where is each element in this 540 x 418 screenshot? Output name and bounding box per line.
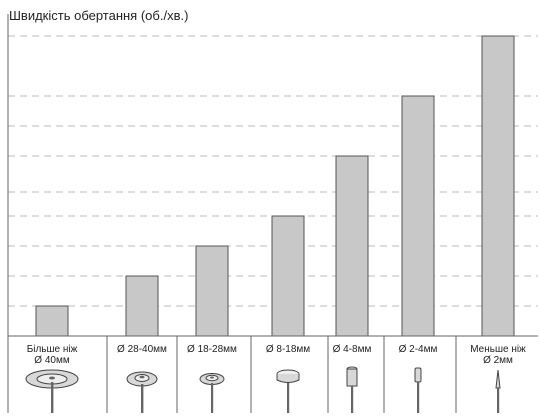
category-label-line: Ø 18-28мм	[187, 344, 237, 355]
bar	[271, 215, 305, 337]
category-label-line: Ø 4-8мм	[332, 344, 372, 355]
category-label-line: Ø 2мм	[483, 355, 513, 366]
chart-title: Швидкість обертання (об./хв.)	[9, 8, 189, 23]
bar	[35, 305, 69, 337]
category-label-line: Більше ніж	[26, 344, 78, 355]
fine-point-bit-icon	[491, 366, 505, 418]
bar	[401, 95, 435, 337]
category-label-line: Ø 2-4мм	[398, 344, 438, 355]
category-label: Ø 28-40мм	[104, 344, 180, 355]
category-label: Ø 18-28мм	[174, 344, 250, 355]
axes	[7, 14, 538, 413]
category-label: Ø 2-4мм	[380, 344, 456, 355]
small-cutting-disc-icon	[194, 366, 230, 418]
large-cutting-disc-icon	[22, 366, 82, 418]
category-label-line: Меньше ніж	[470, 344, 526, 355]
bar	[125, 275, 159, 337]
bar	[481, 35, 515, 337]
category-label-line: Ø 8-18мм	[265, 344, 311, 355]
category-label-line: Ø 40мм	[34, 355, 70, 366]
thin-cylinder-bit-icon	[410, 366, 426, 418]
bar	[195, 245, 229, 337]
medium-cutting-disc-icon	[122, 366, 162, 418]
bars	[35, 35, 515, 337]
category-label: Меньше ніж Ø 2мм	[460, 344, 536, 366]
category-label: Ø 8-18мм	[250, 344, 326, 355]
category-label-line: Ø 28-40мм	[117, 344, 167, 355]
category-label: Більше ніж Ø 40мм	[14, 344, 90, 366]
bar	[335, 155, 369, 337]
category-label: Ø 4-8мм	[314, 344, 390, 355]
wheel-point-icon	[273, 366, 303, 418]
cylinder-bit-icon	[342, 366, 362, 418]
